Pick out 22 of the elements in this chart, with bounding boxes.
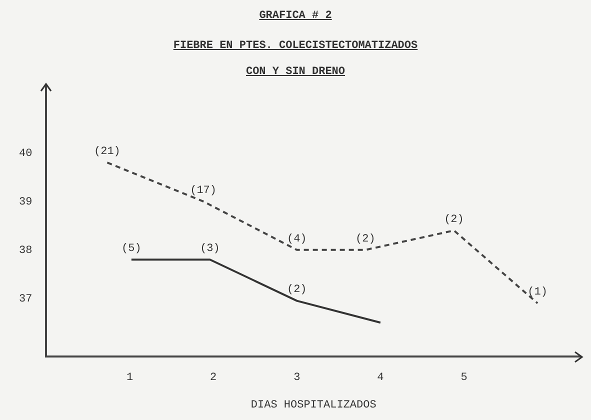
annotation: (21): [94, 146, 120, 158]
annotation: (3): [200, 243, 220, 256]
x-tick-label: 1: [126, 372, 134, 384]
annotation: (2): [444, 214, 464, 226]
annotation: (4): [286, 233, 307, 246]
x-tick-label: 5: [460, 372, 468, 384]
y-tick-label: 40: [19, 148, 32, 160]
annotation: (1): [528, 286, 548, 299]
text: GRAFICA # 2: [258, 10, 333, 22]
annotation: (2): [356, 233, 376, 246]
y-tick-label: 38: [19, 244, 32, 257]
annotation: (5): [122, 243, 142, 256]
x-tick-label: 2: [210, 372, 217, 384]
chart-title: FIEBRE EN PTES. COLECISTECTOMATIZADOS: [172, 40, 419, 52]
y-tick-label: 37: [19, 293, 32, 306]
x-axis-title: DIAS HOSPITALIZADOS: [250, 399, 377, 412]
annotation: (17): [190, 184, 216, 197]
x-tick-label: 4: [377, 372, 384, 384]
x-tick-label: 3: [294, 372, 300, 384]
annotation: (2): [286, 284, 307, 296]
chart-subtitle: CON Y SIN DRENO: [244, 66, 346, 78]
y-tick-label: 39: [19, 196, 32, 208]
